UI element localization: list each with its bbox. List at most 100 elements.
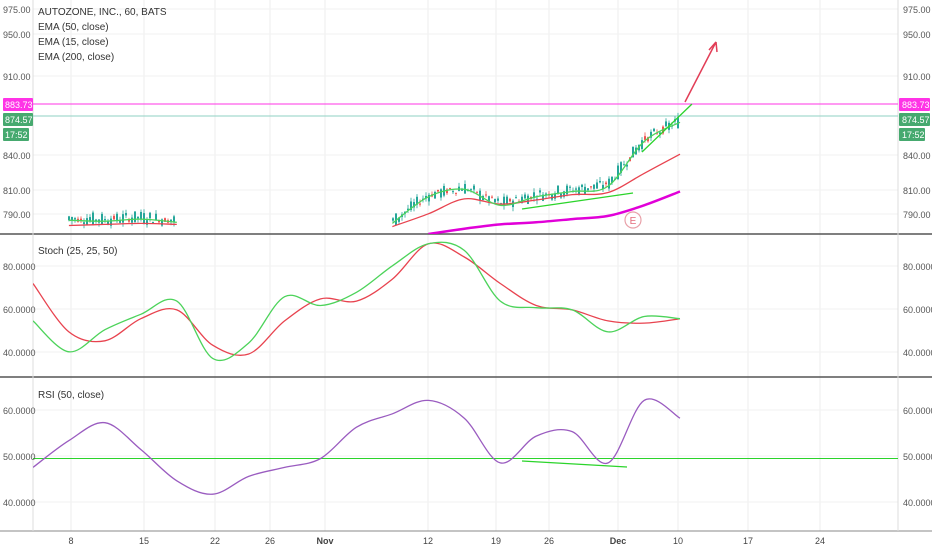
- rsi-tick-right: 50.0000: [903, 452, 932, 462]
- candle-body: [596, 182, 598, 189]
- candle-body: [497, 198, 499, 201]
- earnings-marker-label: E: [630, 216, 637, 227]
- candle-body: [101, 213, 103, 224]
- candle-body: [80, 218, 82, 221]
- svg-text:17:52: 17:52: [5, 130, 28, 140]
- ema15-legend: EMA (15, close): [38, 37, 109, 48]
- candle-body: [413, 202, 415, 208]
- rsi-tick-right: 40.0000: [903, 498, 932, 508]
- earnings-marker-icon[interactable]: [624, 211, 642, 229]
- candle-body: [545, 193, 547, 195]
- support-trendline[interactable]: [521, 192, 634, 210]
- stoch-label: Stoch (25, 25, 50): [38, 246, 118, 257]
- candle-body: [599, 180, 601, 183]
- candle-body: [593, 184, 595, 189]
- candle-body: [128, 219, 130, 222]
- candle-body: [416, 196, 418, 205]
- svg-text:17:52: 17:52: [902, 130, 925, 140]
- candle-body: [170, 219, 172, 223]
- candle-body: [83, 222, 85, 225]
- candle-body: [131, 217, 133, 223]
- candle-body: [632, 146, 634, 158]
- candle-body: [164, 218, 166, 222]
- price-tick-left: 950.00: [3, 30, 31, 40]
- candle-body: [134, 211, 136, 222]
- candle-body: [602, 184, 604, 190]
- stoch-k-line: [33, 241, 681, 362]
- price-tick-left: 790.00: [3, 210, 31, 220]
- x-tick-label: 8: [68, 536, 73, 546]
- rsi-tick-left: 40.0000: [3, 498, 36, 508]
- price-tick-right: 840.00: [903, 151, 931, 161]
- price-badge-right: 883.73: [899, 98, 930, 111]
- candle-body: [125, 212, 127, 216]
- candle-body: [89, 217, 91, 222]
- rsi-tick-left: 60.0000: [3, 406, 36, 416]
- candle-body: [68, 216, 70, 221]
- candle-body: [569, 186, 571, 188]
- ema15-line: [68, 121, 681, 224]
- candle-body: [515, 197, 517, 199]
- candle-body: [452, 191, 454, 193]
- candle-body: [542, 194, 544, 201]
- candle-body: [647, 137, 649, 142]
- horizontal-grid: [33, 8, 898, 503]
- price-tick-left: 975.00: [3, 5, 31, 15]
- candle-body: [623, 164, 625, 166]
- rsi-tick-right: 60.0000: [903, 406, 932, 416]
- time-badge-right: 17:52: [899, 128, 925, 141]
- rsi-divergence-trendline[interactable]: [521, 460, 628, 468]
- candle-body: [485, 194, 487, 196]
- candle-body: [476, 191, 478, 193]
- stoch-tick-right: 60.0000: [903, 305, 932, 315]
- candle-body: [92, 212, 94, 225]
- candle-body: [581, 184, 583, 188]
- candle-body: [398, 217, 400, 222]
- symbol-label: AUTOZONE, INC., 60, BATS: [38, 7, 167, 18]
- candle-body: [617, 165, 619, 180]
- candle-body: [557, 185, 559, 194]
- last-price-badge-right: 874.57: [899, 113, 930, 126]
- candle-body: [74, 218, 76, 220]
- candle-body: [392, 218, 394, 221]
- price-tick-left: 910.00: [3, 72, 31, 82]
- candle-body: [494, 199, 496, 203]
- candle-body: [110, 218, 112, 226]
- x-tick-label: 26: [265, 536, 275, 546]
- candle-body: [590, 186, 592, 188]
- projection-arrow[interactable]: [684, 41, 717, 103]
- candle-body: [653, 128, 655, 132]
- candle-body: [425, 195, 427, 199]
- candle-body: [446, 189, 448, 194]
- candle-body: [434, 191, 436, 199]
- candle-body: [503, 196, 505, 206]
- candle-body: [506, 196, 508, 205]
- last-price-badge-left: 874.57: [3, 113, 33, 126]
- candle-body: [539, 190, 541, 193]
- price-tick-right: 975.00: [903, 5, 931, 15]
- x-tick-label: 15: [139, 536, 149, 546]
- x-tick-label: Dec: [610, 536, 627, 546]
- candle-body: [440, 189, 442, 198]
- x-tick-label: 19: [491, 536, 501, 546]
- candle-body: [437, 189, 439, 192]
- candle-body: [173, 216, 175, 223]
- candle-body: [146, 220, 148, 225]
- ema50-legend: EMA (50, close): [38, 22, 109, 33]
- candle-body: [95, 219, 97, 221]
- x-tick-label: 22: [210, 536, 220, 546]
- candle-body: [659, 132, 661, 135]
- candle-body: [608, 178, 610, 189]
- x-tick-label: 26: [544, 536, 554, 546]
- rsi-line: [33, 398, 681, 495]
- candle-body: [584, 186, 586, 194]
- svg-text:883.73: 883.73: [902, 100, 930, 110]
- candle-body: [563, 191, 565, 197]
- uptrend-line[interactable]: [641, 103, 693, 153]
- svg-text:883.73: 883.73: [5, 100, 33, 110]
- candle-body: [410, 201, 412, 211]
- candle-body: [113, 215, 115, 220]
- candle-body: [119, 219, 121, 223]
- stoch-d-line: [33, 242, 681, 356]
- candle-body: [491, 196, 493, 198]
